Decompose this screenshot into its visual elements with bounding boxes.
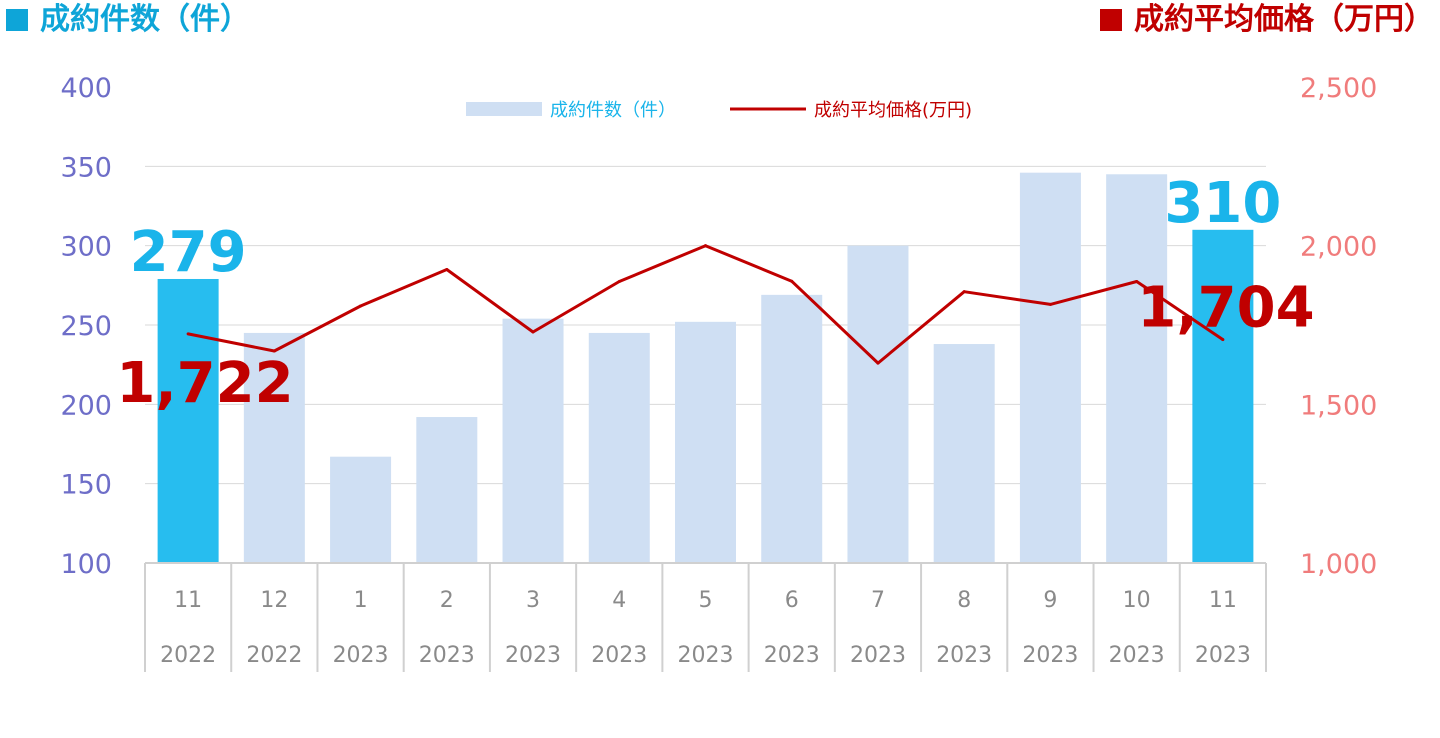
bar-3-2023 xyxy=(502,318,564,563)
year-label: 2023 xyxy=(591,643,647,668)
month-label: 11 xyxy=(1209,588,1237,613)
price-point xyxy=(617,280,621,284)
right-axis-title: 成約平均価格（万円） xyxy=(1100,0,1434,40)
data-label: 1,722 xyxy=(116,351,293,416)
bar-10-2023 xyxy=(1106,174,1168,563)
left-tick-label: 300 xyxy=(60,232,112,263)
left-tick-label: 250 xyxy=(60,311,112,342)
bar-11-2023 xyxy=(1192,229,1254,564)
left-tick-label: 400 xyxy=(60,73,112,104)
price-point xyxy=(704,244,707,248)
month-label: 4 xyxy=(612,588,626,613)
month-label: 5 xyxy=(699,588,713,613)
month-label: 7 xyxy=(871,588,885,613)
left-tick-label: 200 xyxy=(60,390,112,421)
price-point xyxy=(876,361,880,365)
price-point xyxy=(1048,302,1052,306)
year-label: 2022 xyxy=(246,643,302,668)
year-label: 2023 xyxy=(1022,643,1078,668)
bar-5-2023 xyxy=(675,321,736,563)
year-label: 2023 xyxy=(1109,643,1165,668)
bar-1-2023 xyxy=(330,456,392,563)
right-tick-label: 1,000 xyxy=(1300,549,1377,580)
month-label: 8 xyxy=(957,588,971,613)
month-label: 9 xyxy=(1043,588,1057,613)
price-point xyxy=(359,304,363,308)
month-label: 11 xyxy=(174,588,202,613)
year-label: 2023 xyxy=(850,643,906,668)
price-point xyxy=(531,330,535,334)
left-tick-label: 150 xyxy=(60,470,112,501)
year-label: 2023 xyxy=(1195,643,1251,668)
bar-9-2023 xyxy=(1019,172,1081,563)
bar-4-2023 xyxy=(588,332,650,563)
year-label: 2023 xyxy=(678,643,734,668)
legend-bar-label: 成約件数（件） xyxy=(550,100,676,121)
year-label: 2023 xyxy=(419,643,475,668)
data-label: 310 xyxy=(1164,171,1281,236)
bar-11-2022 xyxy=(157,278,219,563)
right-tick-label: 1,500 xyxy=(1300,390,1377,421)
bar-8-2023 xyxy=(933,344,995,563)
price-point xyxy=(790,279,794,283)
price-point xyxy=(445,267,449,271)
price-point xyxy=(272,349,276,353)
month-label: 6 xyxy=(785,588,799,613)
month-label: 3 xyxy=(526,588,540,613)
month-label: 1 xyxy=(354,588,368,613)
month-label: 2 xyxy=(440,588,454,613)
price-point xyxy=(1135,280,1139,284)
left-tick-label: 350 xyxy=(60,152,112,183)
year-label: 2023 xyxy=(333,643,389,668)
bar-12-2022 xyxy=(243,332,305,563)
data-label: 1,704 xyxy=(1137,276,1314,341)
right-tick-label: 2,500 xyxy=(1300,73,1377,104)
price-point xyxy=(1221,338,1225,342)
month-label: 12 xyxy=(260,588,288,613)
bar-7-2023 xyxy=(847,245,909,563)
left-tick-label: 100 xyxy=(60,549,112,580)
year-label: 2023 xyxy=(764,643,820,668)
year-label: 2023 xyxy=(936,643,992,668)
legend-line-label: 成約平均価格(万円) xyxy=(814,100,972,121)
price-point xyxy=(962,290,966,294)
left-axis-title: 成約件数（件） xyxy=(6,0,250,40)
bar-2-2023 xyxy=(416,417,478,563)
right-tick-label: 2,000 xyxy=(1300,232,1377,263)
year-label: 2023 xyxy=(505,643,561,668)
price-point xyxy=(186,332,190,336)
month-label: 10 xyxy=(1123,588,1151,613)
bar-6-2023 xyxy=(761,294,823,563)
legend-bar-swatch xyxy=(466,102,542,116)
data-label: 279 xyxy=(130,220,247,285)
right-axis-title-text: 成約平均価格（万円） xyxy=(1134,2,1434,37)
year-label: 2022 xyxy=(160,643,216,668)
left-title-square-icon xyxy=(6,9,28,31)
right-title-square-icon xyxy=(1100,9,1122,31)
left-axis-title-text: 成約件数（件） xyxy=(40,2,250,37)
